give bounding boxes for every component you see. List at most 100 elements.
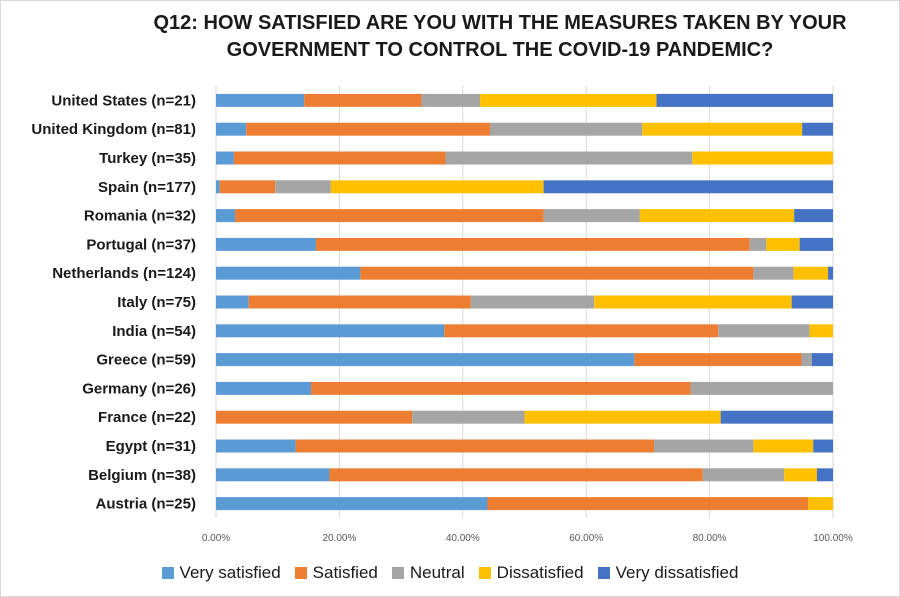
category-label: Italy (n=75) — [117, 294, 196, 311]
legend-label: Satisfied — [312, 563, 378, 582]
bar-neutral — [749, 237, 767, 251]
chart-title: Q12: HOW SATISFIED ARE YOU WITH THE MEAS… — [100, 10, 900, 64]
bar-satisfied — [315, 237, 750, 251]
x-tick-label: 80.00% — [693, 533, 727, 544]
category-label: Austria (n=25) — [96, 496, 196, 513]
bar-neutral — [421, 93, 481, 107]
bar-neutral — [489, 122, 643, 136]
bar-very-satisfied — [216, 353, 635, 367]
category-label: France (n=22) — [98, 409, 196, 426]
bar-neutral — [702, 468, 785, 482]
category-label: Greece (n=59) — [96, 352, 196, 369]
bar-dissatisfied — [480, 93, 657, 107]
legend-item: Very dissatisfied — [597, 561, 739, 585]
bar-very-dissatisfied — [813, 439, 833, 453]
legend-label: Very satisfied — [179, 563, 281, 582]
legend-swatch — [294, 567, 307, 579]
bar-very-dissatisfied — [543, 180, 833, 194]
category-label: Egypt (n=31) — [106, 438, 196, 455]
category-label: Turkey (n=35) — [99, 150, 196, 167]
bar-dissatisfied — [642, 122, 803, 136]
legend-item: Neutral — [391, 561, 465, 585]
legend-swatch — [391, 567, 404, 579]
bar-very-satisfied — [216, 266, 361, 280]
bar-satisfied — [246, 122, 490, 136]
bar-satisfied — [634, 353, 802, 367]
legend-label: Very dissatisfied — [615, 563, 739, 582]
chart-title-line1: Q12: HOW SATISFIED ARE YOU WITH THE MEAS… — [153, 12, 847, 34]
legend-swatch — [597, 567, 610, 579]
x-tick-label: 100.00% — [813, 533, 853, 544]
bar-satisfied — [487, 497, 809, 511]
bar-very-satisfied — [216, 324, 445, 338]
bar-dissatisfied — [692, 151, 833, 165]
bar-satisfied — [311, 381, 691, 395]
legend-label: Dissatisfied — [496, 563, 584, 582]
bar-satisfied — [444, 324, 719, 338]
x-tick-label: 60.00% — [569, 533, 603, 544]
bar-very-dissatisfied — [812, 353, 833, 367]
bar-dissatisfied — [766, 237, 800, 251]
category-label: United Kingdom (n=81) — [31, 121, 196, 138]
legend-swatch — [161, 567, 174, 579]
bar-neutral — [690, 381, 833, 395]
bar-dissatisfied — [784, 468, 817, 482]
bar-satisfied — [233, 151, 446, 165]
bar-very-dissatisfied — [794, 209, 833, 223]
bar-very-satisfied — [216, 180, 220, 194]
bar-very-satisfied — [216, 295, 249, 309]
bar-very-satisfied — [216, 439, 296, 453]
bar-neutral — [801, 353, 813, 367]
bar-satisfied — [248, 295, 471, 309]
bar-very-dissatisfied — [656, 93, 833, 107]
bar-neutral — [543, 209, 640, 223]
category-label: United States (n=21) — [51, 92, 196, 109]
bar-dissatisfied — [808, 497, 833, 511]
bar-satisfied — [295, 439, 655, 453]
bar-neutral — [275, 180, 331, 194]
bar-neutral — [412, 410, 525, 424]
bar-satisfied — [216, 410, 413, 424]
category-label: Belgium (n=38) — [88, 467, 196, 484]
bar-satisfied — [235, 209, 544, 223]
bar-neutral — [654, 439, 754, 453]
legend-item: Very satisfied — [161, 561, 281, 585]
bar-neutral — [445, 151, 693, 165]
bar-very-satisfied — [216, 497, 488, 511]
legend-swatch — [478, 567, 491, 579]
bar-satisfied — [219, 180, 276, 194]
bar-dissatisfied — [793, 266, 829, 280]
legend-item: Satisfied — [294, 561, 378, 585]
bar-very-dissatisfied — [802, 122, 833, 136]
bar-neutral — [470, 295, 595, 309]
bar-dissatisfied — [639, 209, 795, 223]
bar-dissatisfied — [809, 324, 833, 338]
bar-satisfied — [360, 266, 754, 280]
bar-neutral — [718, 324, 810, 338]
bar-very-satisfied — [216, 209, 236, 223]
bar-very-dissatisfied — [791, 295, 833, 309]
x-tick-label: 40.00% — [446, 533, 480, 544]
bar-very-dissatisfied — [799, 237, 833, 251]
bar-satisfied — [304, 93, 422, 107]
bar-satisfied — [329, 468, 703, 482]
bar-dissatisfied — [594, 295, 792, 309]
category-label: Netherlands (n=124) — [52, 265, 196, 282]
bar-very-satisfied — [216, 93, 305, 107]
category-label: India (n=54) — [112, 323, 196, 340]
bar-very-satisfied — [216, 151, 234, 165]
bar-dissatisfied — [524, 410, 721, 424]
legend-item: Dissatisfied — [478, 561, 584, 585]
category-label: Spain (n=177) — [98, 179, 196, 196]
chart-title-line2: GOVERNMENT TO CONTROL THE COVID-19 PANDE… — [226, 39, 774, 61]
category-label: Germany (n=26) — [82, 380, 196, 397]
bar-very-dissatisfied — [828, 266, 833, 280]
chart-legend: Very satisfied Satisfied Neutral Dissatisfi… — [0, 561, 900, 585]
bar-very-satisfied — [216, 237, 316, 251]
bar-neutral — [753, 266, 794, 280]
bar-very-dissatisfied — [816, 468, 833, 482]
bar-very-satisfied — [216, 468, 330, 482]
legend-label: Neutral — [409, 563, 465, 582]
bar-very-dissatisfied — [720, 410, 833, 424]
